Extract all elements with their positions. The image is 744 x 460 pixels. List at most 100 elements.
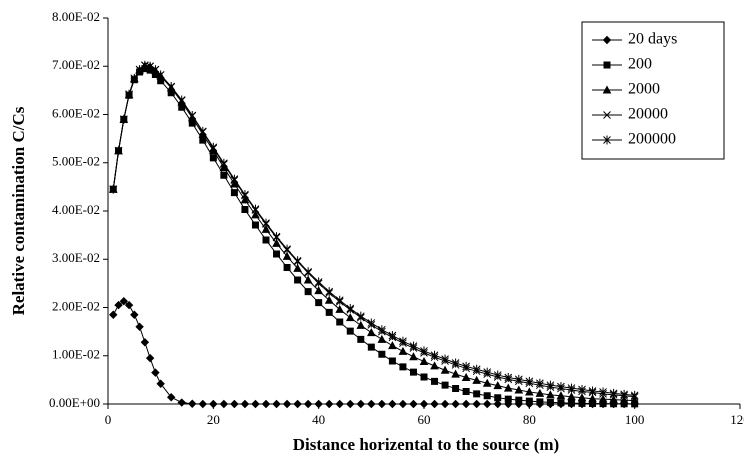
- marker: [177, 95, 186, 105]
- marker: [451, 399, 460, 409]
- marker: [493, 381, 503, 390]
- marker: [577, 393, 587, 402]
- marker: [272, 238, 281, 247]
- marker: [167, 82, 176, 92]
- marker: [430, 361, 439, 370]
- marker: [630, 396, 640, 405]
- legend-label: 2000: [628, 81, 660, 98]
- marker: [557, 382, 565, 392]
- y-tick-label: 1.00E-02: [52, 347, 100, 362]
- marker: [630, 390, 639, 400]
- marker: [356, 311, 365, 321]
- marker: [388, 399, 397, 409]
- marker: [336, 318, 344, 326]
- marker: [124, 300, 134, 310]
- marker: [462, 361, 470, 371]
- legend-label: 200000: [628, 131, 676, 148]
- marker: [567, 399, 575, 407]
- marker: [125, 89, 133, 99]
- marker: [261, 399, 271, 409]
- x-axis-title: Distance horizental to the source (m): [293, 435, 559, 454]
- legend-marker: [603, 135, 611, 145]
- marker: [251, 204, 260, 214]
- marker: [535, 388, 545, 397]
- marker: [220, 171, 228, 179]
- marker: [556, 391, 566, 400]
- marker: [546, 380, 555, 390]
- x-tick-label: 0: [105, 412, 112, 427]
- marker: [198, 399, 208, 409]
- marker: [472, 399, 481, 409]
- marker: [525, 397, 533, 405]
- marker: [156, 379, 165, 388]
- marker: [546, 390, 555, 399]
- marker: [335, 295, 344, 305]
- legend-marker: [603, 111, 611, 119]
- marker: [345, 313, 355, 322]
- x-tick-label: 60: [418, 412, 431, 427]
- marker: [367, 399, 376, 409]
- marker: [473, 390, 481, 398]
- marker: [409, 341, 418, 351]
- marker: [324, 399, 334, 409]
- marker: [230, 174, 239, 184]
- marker: [452, 385, 460, 393]
- y-tick-label: 2.00E-02: [52, 298, 100, 313]
- marker: [262, 236, 270, 244]
- marker: [536, 378, 544, 388]
- y-tick-label: 4.00E-02: [52, 202, 100, 217]
- marker: [409, 368, 417, 376]
- marker: [588, 386, 597, 396]
- marker: [388, 330, 397, 340]
- marker: [303, 275, 313, 284]
- marker: [567, 392, 576, 401]
- marker: [346, 303, 355, 313]
- marker: [325, 308, 333, 316]
- marker: [609, 388, 618, 398]
- marker: [388, 341, 397, 350]
- marker: [324, 295, 334, 304]
- marker: [515, 396, 523, 404]
- marker: [135, 65, 144, 75]
- marker: [188, 399, 197, 408]
- marker: [251, 399, 260, 409]
- marker: [230, 179, 239, 188]
- marker: [219, 399, 229, 409]
- marker: [494, 394, 502, 402]
- marker: [230, 399, 239, 409]
- marker: [420, 346, 428, 356]
- marker: [314, 286, 324, 295]
- marker: [409, 399, 418, 409]
- marker: [293, 263, 302, 272]
- marker: [493, 370, 502, 380]
- marker: [109, 310, 118, 319]
- marker: [346, 399, 355, 409]
- x-tick-label: 80: [523, 412, 536, 427]
- marker: [451, 369, 460, 378]
- marker: [557, 399, 565, 407]
- marker: [377, 399, 387, 409]
- marker: [119, 114, 128, 124]
- marker: [209, 142, 218, 152]
- marker: [315, 299, 323, 307]
- marker: [272, 399, 281, 409]
- marker: [524, 387, 534, 396]
- marker: [598, 394, 608, 403]
- y-tick-label: 7.00E-02: [52, 57, 100, 72]
- marker: [378, 350, 386, 358]
- marker: [503, 383, 513, 392]
- marker: [335, 399, 344, 409]
- marker: [462, 387, 470, 395]
- marker: [314, 277, 323, 287]
- marker: [166, 393, 176, 402]
- marker: [419, 356, 429, 366]
- marker: [525, 376, 534, 386]
- marker: [430, 350, 439, 360]
- marker: [251, 210, 260, 219]
- marker: [273, 250, 281, 258]
- marker: [588, 394, 597, 403]
- marker: [241, 206, 249, 214]
- marker: [282, 251, 292, 260]
- marker: [294, 276, 302, 284]
